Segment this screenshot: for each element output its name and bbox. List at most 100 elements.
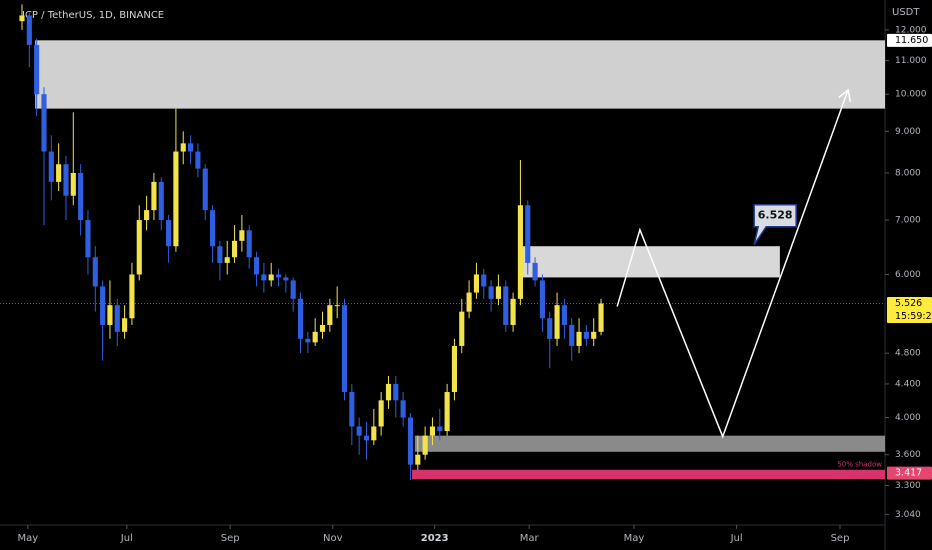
y-tick-label: 4.800 bbox=[895, 349, 921, 359]
candle-body bbox=[547, 318, 553, 339]
candle-body bbox=[158, 181, 164, 221]
candle-body bbox=[407, 417, 414, 465]
candle-body bbox=[444, 392, 450, 432]
candle-body bbox=[576, 331, 582, 346]
price-tag bbox=[887, 33, 932, 47]
price-tag-label: 5.526 bbox=[895, 298, 922, 309]
candle-body bbox=[554, 305, 560, 339]
candle-body bbox=[283, 277, 289, 281]
y-tick-label: 8.000 bbox=[895, 168, 921, 178]
candle-body bbox=[459, 311, 465, 346]
candle-body bbox=[114, 305, 120, 332]
candle-body bbox=[473, 274, 480, 293]
candle-body bbox=[561, 305, 567, 325]
candle-body bbox=[34, 44, 40, 95]
callout-box bbox=[753, 203, 797, 246]
chart-title: ICP / TetherUS, 1D, BINANCE bbox=[22, 10, 164, 21]
candle-body bbox=[341, 305, 348, 393]
candle-body bbox=[591, 331, 597, 339]
y-axis-label: USDT bbox=[892, 7, 920, 18]
candle-body bbox=[180, 143, 186, 152]
candle-body bbox=[371, 426, 377, 441]
callout-label: 6.528 bbox=[758, 209, 793, 222]
x-tick-label: Jul bbox=[730, 533, 743, 544]
candle-body bbox=[85, 220, 91, 258]
candle-body bbox=[451, 345, 458, 393]
y-tick-label: 3.040 bbox=[895, 510, 921, 520]
candle-body bbox=[253, 257, 260, 275]
candle-body bbox=[305, 338, 311, 343]
x-tick-label: Jul bbox=[120, 533, 133, 544]
price-tag-label: 11.650 bbox=[895, 35, 928, 46]
candle-body bbox=[275, 274, 282, 278]
zone-label: 50% shadow bbox=[837, 461, 882, 469]
candle-body bbox=[385, 383, 392, 401]
candle-body bbox=[224, 257, 230, 263]
candle-body bbox=[217, 246, 223, 263]
candle-body bbox=[532, 262, 538, 281]
candle-body bbox=[312, 331, 318, 343]
price-countdown: 15:59:22 bbox=[895, 311, 932, 322]
candle-body bbox=[19, 15, 25, 22]
candle-body bbox=[41, 94, 47, 152]
zone bbox=[411, 469, 885, 480]
candle-body bbox=[100, 286, 106, 325]
candle-body bbox=[363, 435, 370, 441]
y-tick-label: 12.000 bbox=[895, 25, 927, 35]
zone bbox=[414, 435, 885, 452]
price-tag bbox=[887, 466, 932, 480]
y-tick-label: 3.300 bbox=[895, 481, 921, 491]
candle-body bbox=[466, 292, 472, 312]
candle-body bbox=[202, 168, 208, 211]
x-tick-label: 2023 bbox=[421, 533, 449, 544]
candle-body bbox=[569, 324, 575, 346]
candle-body bbox=[400, 400, 406, 418]
y-tick-label: 9.000 bbox=[895, 127, 921, 137]
candle-body bbox=[268, 274, 274, 281]
candle-body bbox=[195, 151, 201, 169]
zone bbox=[521, 246, 780, 278]
candle-body bbox=[510, 298, 516, 325]
candle-body bbox=[173, 151, 179, 247]
x-tick-label: Nov bbox=[323, 533, 343, 544]
candle-body bbox=[136, 220, 142, 275]
candle-body bbox=[583, 331, 589, 339]
candle-body bbox=[503, 286, 509, 325]
candle-body bbox=[188, 143, 194, 152]
candle-body bbox=[334, 305, 340, 307]
candle-body bbox=[525, 205, 531, 263]
candle-body bbox=[78, 172, 84, 221]
y-tick-label: 7.000 bbox=[895, 216, 921, 226]
candle-body bbox=[129, 274, 135, 319]
candle-body bbox=[356, 426, 362, 436]
candle-body bbox=[319, 324, 326, 332]
candle-body bbox=[349, 392, 355, 427]
x-tick-label: May bbox=[18, 533, 39, 544]
candle-body bbox=[209, 210, 216, 247]
price-tag bbox=[887, 297, 932, 324]
candle-body bbox=[144, 210, 150, 221]
candle-body bbox=[166, 220, 172, 247]
candle-body bbox=[598, 303, 604, 332]
candle-body bbox=[92, 257, 98, 287]
price-tag-label: 3.417 bbox=[895, 468, 922, 479]
candle-body bbox=[122, 318, 128, 332]
candle-body bbox=[246, 230, 252, 258]
candle-body bbox=[378, 400, 384, 427]
candle-body bbox=[415, 454, 421, 465]
candle-body bbox=[327, 305, 333, 325]
candle-body bbox=[151, 181, 157, 211]
y-tick-label: 10.000 bbox=[895, 90, 927, 100]
x-tick-label: Sep bbox=[831, 533, 850, 544]
candle-body bbox=[429, 426, 436, 436]
x-tick-label: May bbox=[624, 533, 645, 544]
candle-body bbox=[26, 15, 32, 45]
zone bbox=[35, 40, 885, 109]
candle-body bbox=[107, 305, 113, 325]
candle-body bbox=[495, 286, 501, 299]
candle-body bbox=[231, 240, 238, 258]
candle-body bbox=[261, 274, 267, 281]
candle-body bbox=[488, 286, 494, 299]
x-tick-label: Sep bbox=[221, 533, 240, 544]
